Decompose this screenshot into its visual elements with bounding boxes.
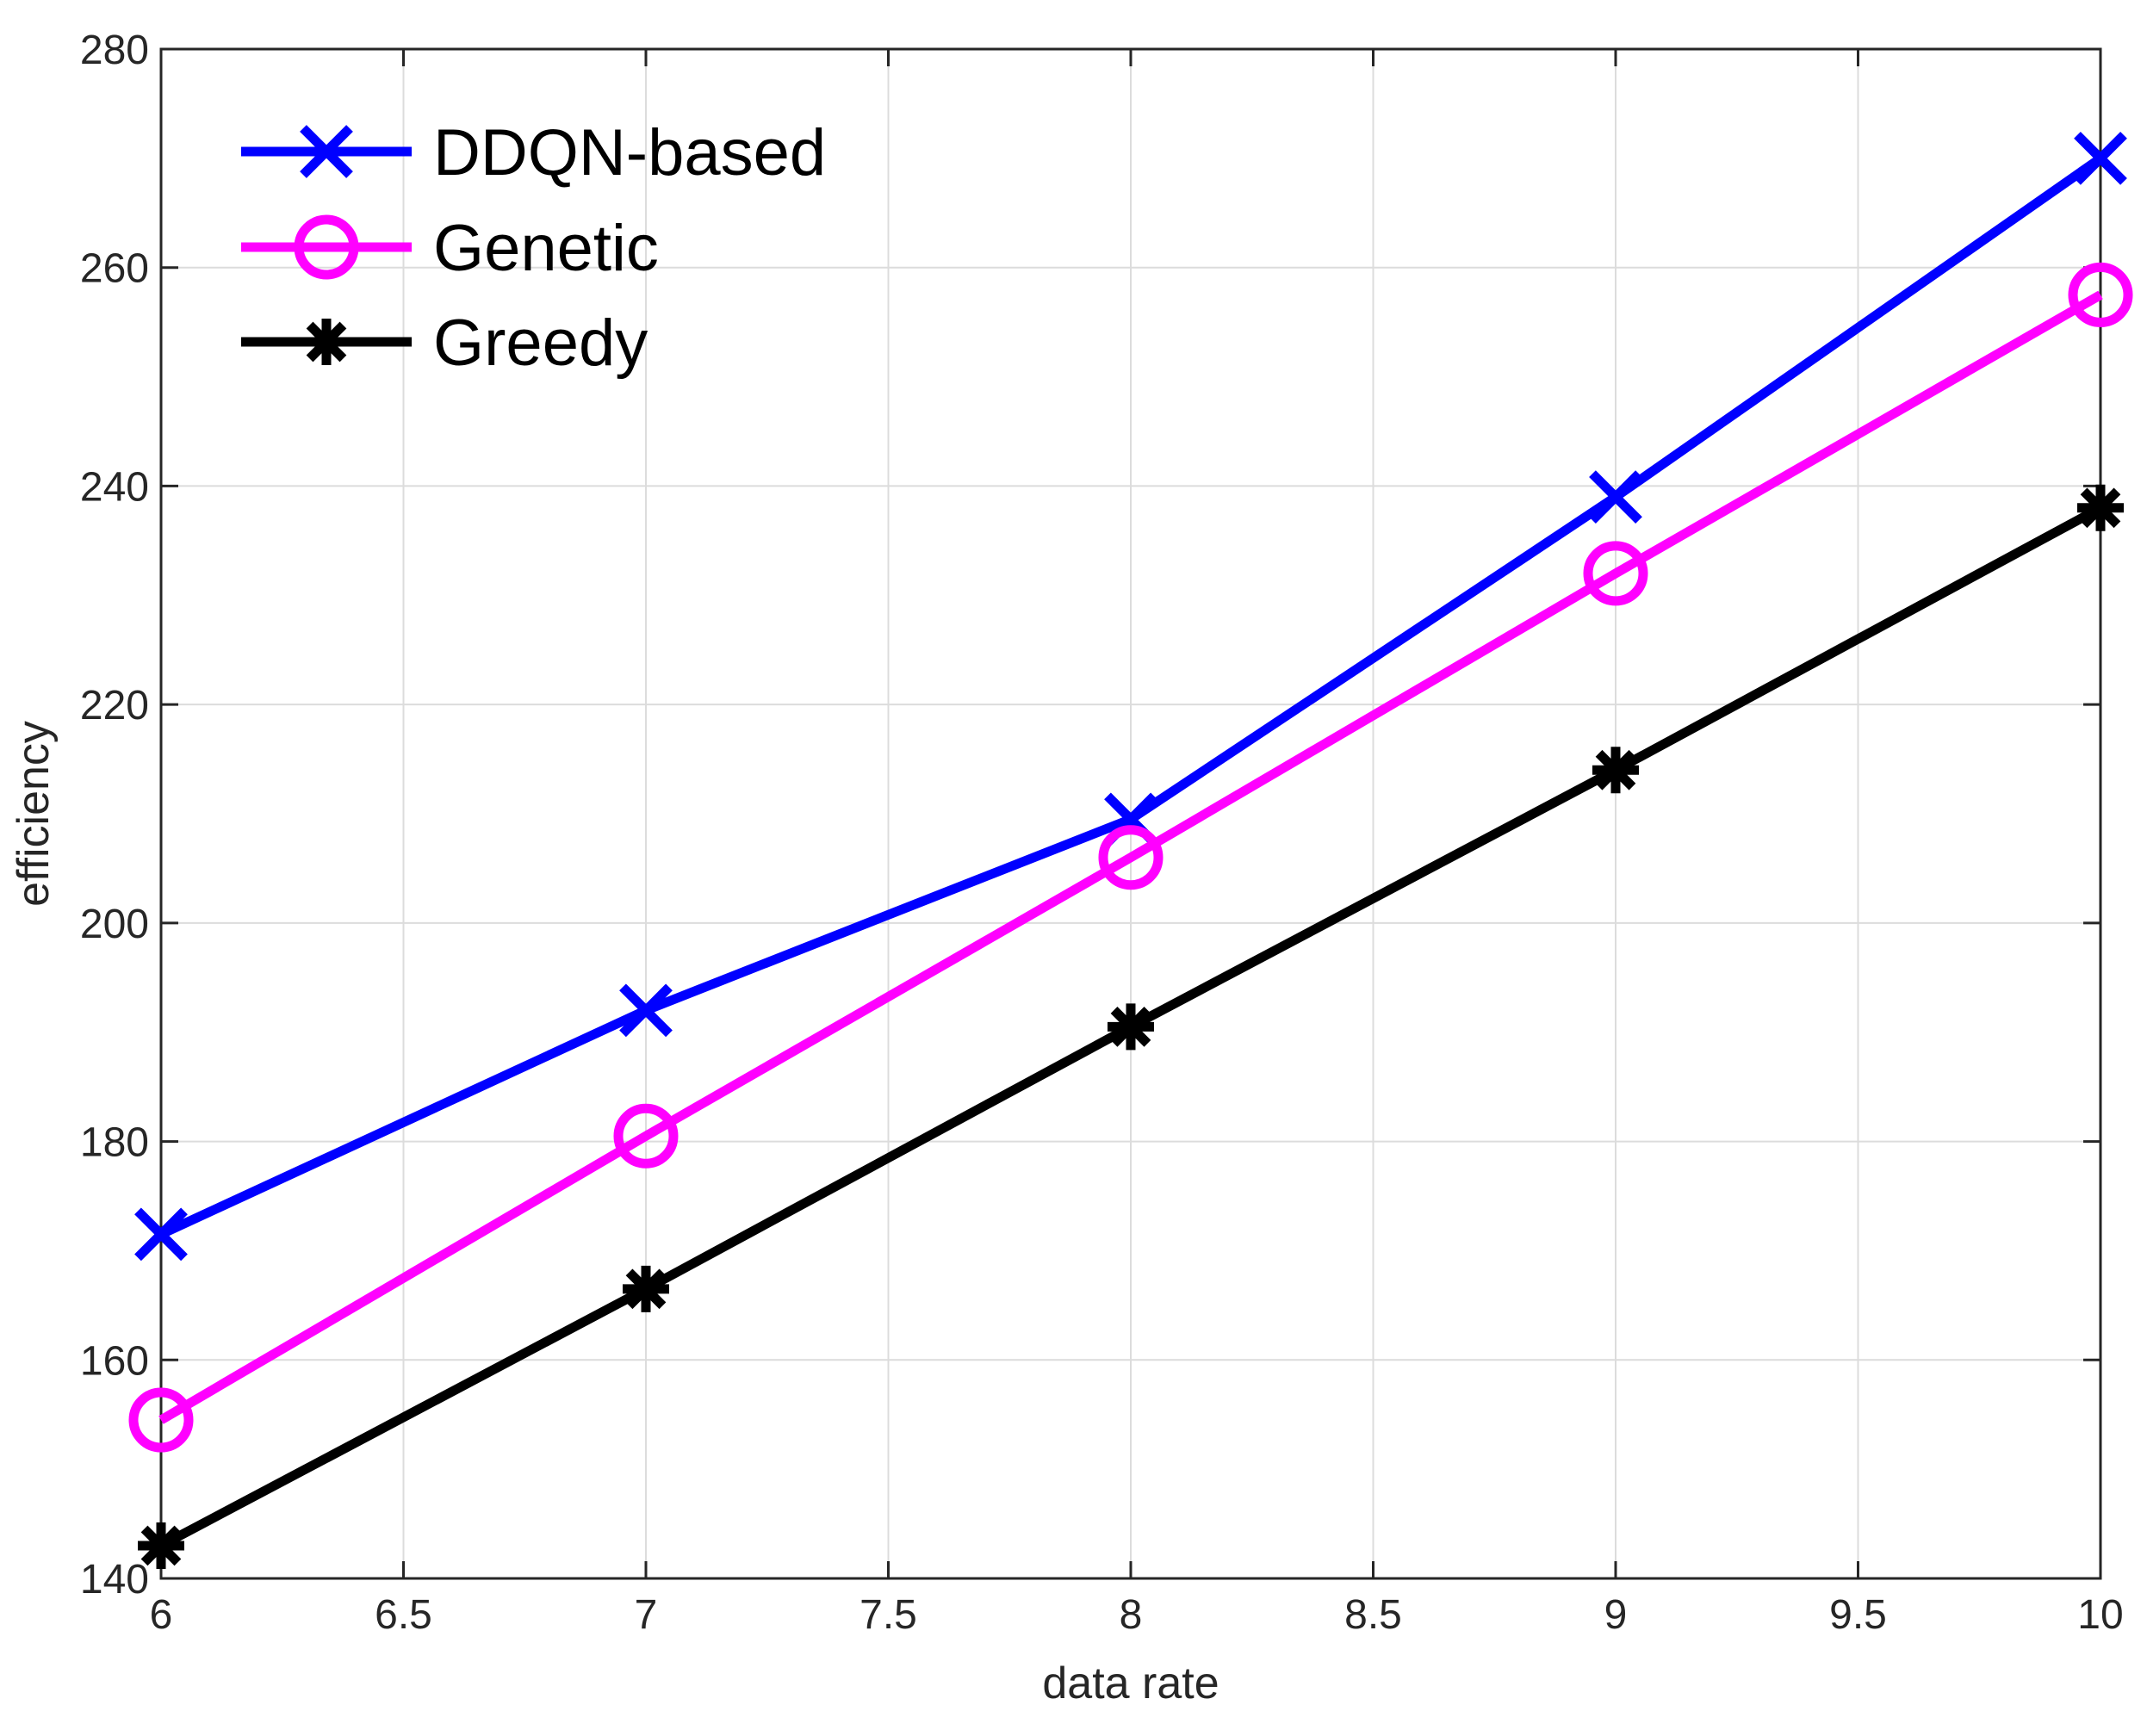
data-point-genetic (128, 1387, 194, 1453)
x-tick-label: 9.5 (1829, 1592, 1887, 1638)
data-point-greedy (1108, 1003, 1154, 1051)
x-tick-label: 6.5 (375, 1592, 432, 1638)
legend-item-genetic: Genetic (241, 212, 659, 285)
legend-item-greedy: Greedy (241, 307, 648, 380)
y-tick-label: 280 (80, 28, 149, 73)
series-line-genetic (158, 290, 2103, 1424)
y-tick-label: 140 (80, 1557, 149, 1603)
x-tick-label: 9 (1604, 1592, 1628, 1638)
legend-marker (294, 214, 359, 280)
y-tick-label: 260 (80, 246, 149, 292)
legend: DDQN-based Genetic Greedy (241, 116, 826, 380)
data-point-greedy (138, 1522, 184, 1569)
data-point-genetic (613, 1103, 679, 1169)
y-tick-label: 220 (80, 683, 149, 728)
x-tick-label: 7.5 (859, 1592, 917, 1638)
x-tick-label: 7 (635, 1592, 658, 1638)
series-genetic (128, 262, 2133, 1453)
y-tick-label: 160 (80, 1338, 149, 1384)
data-point-greedy (2077, 484, 2124, 531)
series (128, 131, 2133, 1569)
legend-marker (303, 319, 350, 365)
data-point-greedy (1592, 747, 1639, 794)
series-greedy (138, 484, 2124, 1569)
data-point-ddqn-based (134, 1207, 188, 1262)
legend-label: Genetic (433, 212, 659, 285)
x-axis-title: data rate (1042, 1658, 1219, 1708)
legend-marker (300, 125, 353, 178)
y-tick-label: 180 (80, 1120, 149, 1166)
data-point-ddqn-based (1589, 470, 1642, 524)
data-point-genetic (1098, 825, 1163, 890)
data-point-genetic (1583, 541, 1648, 606)
y-tick-label: 200 (80, 902, 149, 947)
data-point-genetic (2068, 262, 2133, 327)
x-tick-label: 6 (150, 1592, 173, 1638)
data-point-ddqn-based (619, 983, 673, 1038)
legend-item-ddqn-based: DDQN-based (241, 116, 826, 189)
y-tick-label: 240 (80, 464, 149, 510)
data-point-ddqn-based (2074, 131, 2127, 185)
x-tick-label: 10 (2077, 1592, 2123, 1638)
x-tick-label: 8.5 (1344, 1592, 1402, 1638)
y-axis-title: efficiency (9, 721, 59, 907)
x-tick-label: 8 (1120, 1592, 1143, 1638)
ticks: 6 6.5 7 7.5 8 8.5 9 9.5 10 140 160 180 200 220 240 260 2… (80, 28, 2124, 1638)
legend-label: DDQN-based (433, 116, 826, 189)
data-point-greedy (623, 1265, 669, 1312)
legend-label: Greedy (433, 307, 648, 380)
